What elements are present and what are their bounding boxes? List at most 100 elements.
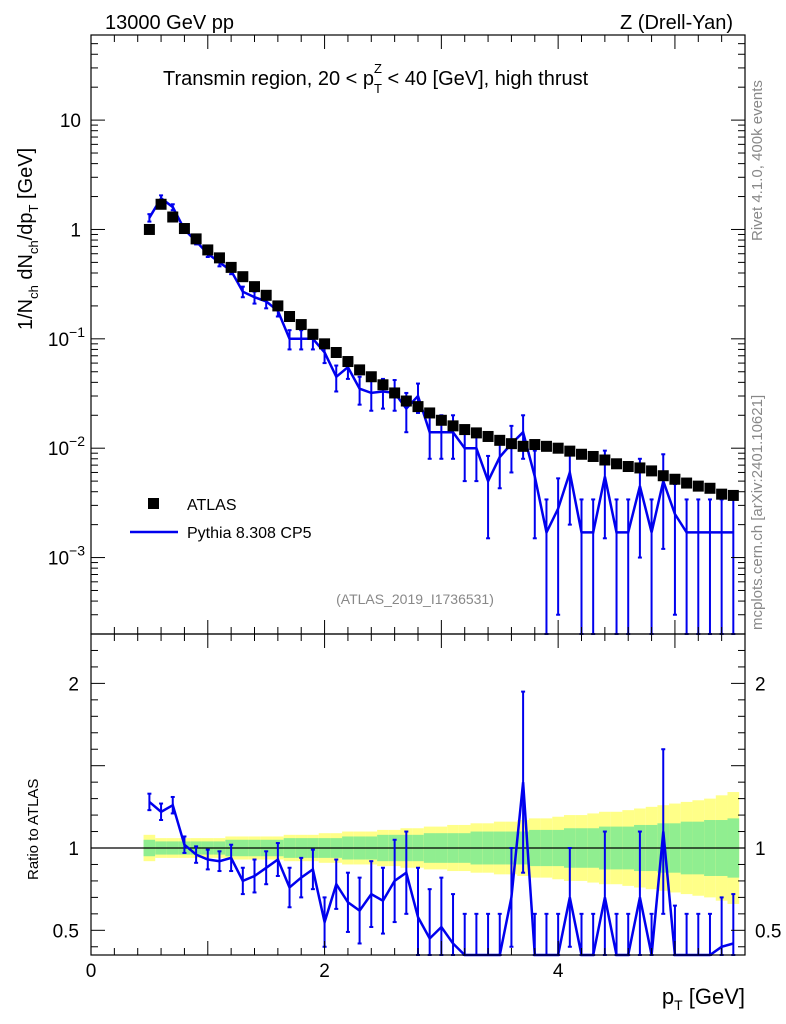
data-point xyxy=(284,311,296,323)
data-point xyxy=(611,458,623,470)
data-point xyxy=(576,448,587,460)
data-point xyxy=(213,252,225,264)
data-point xyxy=(646,465,658,477)
data-point xyxy=(494,434,506,446)
data-point xyxy=(365,371,377,383)
tick-base: 10 xyxy=(48,330,69,351)
data-point xyxy=(155,198,167,210)
data-point xyxy=(587,450,599,462)
tick-base: 10 xyxy=(48,549,69,570)
xlabel-p: p xyxy=(662,984,674,1009)
title-main: Transmin region, 20 < p xyxy=(163,68,374,90)
data-point xyxy=(447,420,459,432)
main-y-tick-label: 10 xyxy=(60,111,81,132)
ylabel-unit: [GeV] xyxy=(15,148,37,205)
legend-mc-label: Pythia 8.308 CP5 xyxy=(187,525,312,542)
main-y-tick-label: 1 xyxy=(70,220,81,241)
data-point xyxy=(260,289,272,301)
ratio-y-tick-label-right: 0.5 xyxy=(755,921,781,942)
title-sub: T xyxy=(374,81,382,96)
data-point xyxy=(167,211,179,223)
data-point xyxy=(540,440,552,452)
data-point xyxy=(307,328,319,340)
side-text-bottom: mcplots.cern.ch [arXiv:2401.10621] xyxy=(749,395,766,630)
data-point xyxy=(202,244,214,256)
title-tail: < 40 [GeV], high thrust xyxy=(382,68,589,90)
x-tick-label: 0 xyxy=(86,961,97,982)
data-point xyxy=(319,338,331,350)
tick-exponent: −3 xyxy=(69,543,85,559)
header-left: 13000 GeV pp xyxy=(105,12,234,34)
data-point xyxy=(225,261,237,273)
analysis-label: (ATLAS_2019_I1736531) xyxy=(336,591,494,607)
data-point xyxy=(727,489,739,501)
xlabel-sub: T xyxy=(674,997,683,1013)
ratio-ylabel: Ratio to ATLAS xyxy=(25,779,42,880)
data-point xyxy=(377,379,389,391)
plot-title: Transmin region, 20 < pZ T < 40 [GeV], hi… xyxy=(163,61,589,96)
legend-data-label: ATLAS xyxy=(187,497,237,514)
data-point xyxy=(435,414,447,426)
data-point xyxy=(529,439,541,451)
data-point xyxy=(190,233,202,245)
ratio-y-tick-label-left: 1 xyxy=(68,839,79,860)
tick-exponent: −1 xyxy=(69,324,85,340)
ylabel-part-3: /dp xyxy=(15,212,37,240)
ylabel-part-2: dN xyxy=(15,254,37,285)
xlabel: pT [GeV] xyxy=(662,984,745,1013)
ratio-y-tick-label-left: 2 xyxy=(68,674,79,695)
ratio-y-tick-label-left: 0.5 xyxy=(53,921,79,942)
data-point xyxy=(657,470,669,482)
xlabel-unit: [GeV] xyxy=(683,984,745,1009)
data-point xyxy=(681,477,693,489)
data-point xyxy=(237,271,249,283)
data-point xyxy=(552,442,564,454)
data-point xyxy=(400,395,412,407)
main-y-tick-label: 10−3 xyxy=(48,543,85,570)
main-ylabel: 1/Nch dNch/dpT [GeV] xyxy=(15,148,41,330)
data-point xyxy=(517,440,529,452)
data-point xyxy=(599,454,611,466)
data-point xyxy=(669,473,681,485)
main-y-tick-label: 10−1 xyxy=(48,324,85,351)
main-y-tick-label: 10−2 xyxy=(48,433,85,460)
data-point xyxy=(424,407,436,419)
data-point xyxy=(459,424,471,436)
data-point xyxy=(470,427,482,439)
ylabel-sub-1: ch xyxy=(26,285,41,299)
mc-line xyxy=(148,196,734,537)
data-point xyxy=(564,445,576,457)
data-point xyxy=(692,480,704,492)
tick-base: 10 xyxy=(48,439,69,460)
tick-exponent: −2 xyxy=(69,433,85,449)
ratio-y-tick-label-right: 1 xyxy=(755,839,766,860)
data-series xyxy=(143,198,739,501)
data-point xyxy=(482,430,494,442)
data-point xyxy=(389,387,401,399)
legend-data-marker xyxy=(148,498,159,509)
title-sup: Z xyxy=(374,61,382,76)
data-point xyxy=(272,300,284,312)
mc-series xyxy=(147,194,736,635)
x-tick-label: 2 xyxy=(319,961,330,982)
data-point xyxy=(716,488,728,500)
data-point xyxy=(354,364,366,376)
data-point xyxy=(330,346,342,358)
data-point xyxy=(412,401,424,413)
data-point xyxy=(342,356,354,368)
data-point xyxy=(178,223,190,235)
data-point xyxy=(295,319,307,331)
side-text-top: Rivet 4.1.0, 400k events xyxy=(749,80,766,241)
ylabel-part-1: 1/N xyxy=(15,299,37,330)
header-right: Z (Drell-Yan) xyxy=(620,12,733,34)
data-point xyxy=(505,438,517,450)
ratio-y-tick-label-right: 2 xyxy=(755,674,766,695)
ylabel-sub-3: T xyxy=(26,204,41,212)
data-point xyxy=(634,462,646,474)
main-frame xyxy=(90,34,746,635)
x-tick-label: 4 xyxy=(553,961,564,982)
ylabel-sub-2: ch xyxy=(26,240,41,254)
data-point xyxy=(704,482,716,494)
